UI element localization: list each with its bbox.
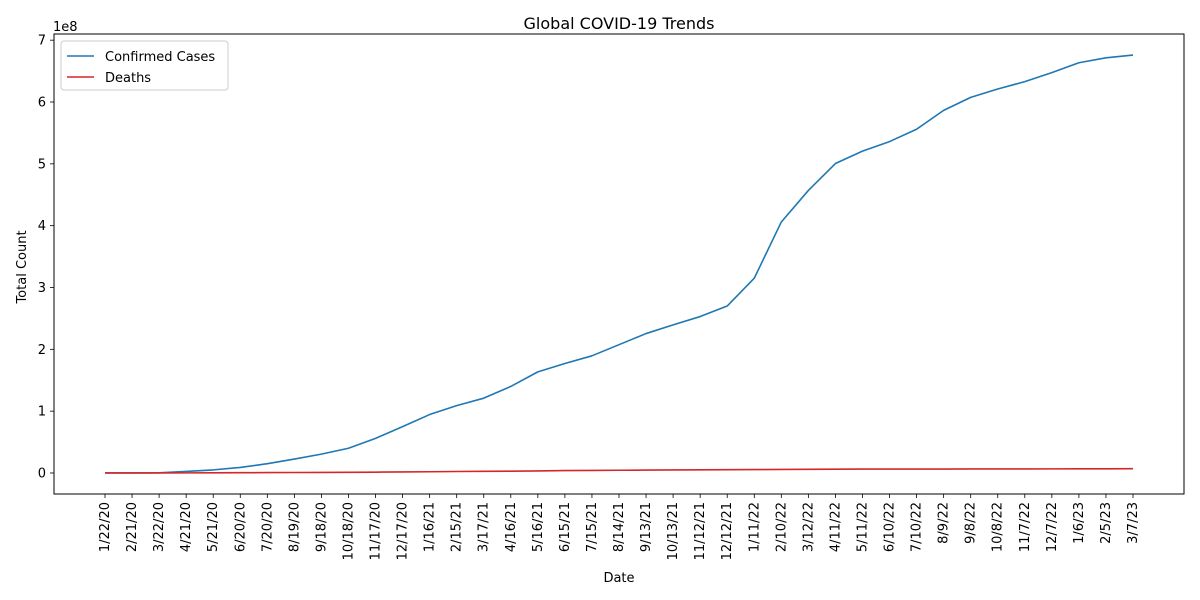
x-tick-label: 2/10/22 <box>774 502 789 552</box>
x-tick-label: 7/10/22 <box>910 502 925 552</box>
x-tick-label: 11/7/22 <box>1018 502 1033 552</box>
x-tick-label: 1/11/22 <box>747 502 762 552</box>
x-tick-label: 12/17/20 <box>396 502 411 560</box>
x-tick-label: 1/6/23 <box>1072 502 1087 544</box>
x-tick-label: 2/5/23 <box>1099 502 1114 544</box>
x-tick-label: 4/11/22 <box>828 502 843 552</box>
x-tick-label: 5/21/20 <box>206 502 221 552</box>
x-tick-label: 10/13/21 <box>666 502 681 560</box>
x-tick-label: 3/22/20 <box>152 502 167 552</box>
x-tick-label: 8/14/21 <box>612 502 627 552</box>
y-tick-label: 0 <box>38 466 46 481</box>
x-tick-label: 8/9/22 <box>937 502 952 544</box>
x-tick-label: 7/15/21 <box>585 502 600 552</box>
plot-lines <box>104 54 1134 474</box>
y-tick-label: 2 <box>38 343 46 358</box>
x-tick-label: 12/7/22 <box>1045 502 1060 552</box>
legend-label-confirmed-cases: Confirmed Cases <box>105 50 215 65</box>
x-tick-label: 5/11/22 <box>855 502 870 552</box>
y-tick-label: 6 <box>38 96 46 111</box>
x-tick-label: 6/10/22 <box>883 502 898 552</box>
x-tick-label: 3/17/21 <box>477 502 492 552</box>
x-tick-label: 9/13/21 <box>639 502 654 552</box>
y-tick-label: 5 <box>38 157 46 172</box>
x-tick-label: 11/17/20 <box>369 502 384 560</box>
x-tick-label: 10/8/22 <box>991 502 1006 552</box>
y-tick-label: 4 <box>38 219 46 234</box>
plot-frame <box>53 33 1185 495</box>
x-tick-label: 6/15/21 <box>558 502 573 552</box>
x-tick-label: 11/12/21 <box>693 502 708 560</box>
x-tick-label: 1/22/20 <box>98 502 113 552</box>
confirmed-cases-line <box>104 54 1134 474</box>
x-tick-label: 3/12/22 <box>801 502 816 552</box>
x-axis-label: Date <box>603 571 634 586</box>
x-tick-label: 7/20/20 <box>260 502 275 552</box>
y-axis-ticks: 0 1 2 3 4 5 6 7 <box>38 34 54 481</box>
chart-title: Global COVID-19 Trends <box>524 14 715 33</box>
y-axis-scale-label: 1e8 <box>53 20 78 35</box>
y-tick-label: 7 <box>38 34 46 49</box>
x-tick-label: 6/20/20 <box>233 502 248 552</box>
x-axis-ticks: 1/22/20 2/21/20 3/22/20 4/21/20 5/21/20 6/20/… <box>98 494 1141 560</box>
x-tick-label: 12/12/21 <box>720 502 735 560</box>
y-tick-label: 1 <box>38 405 46 420</box>
x-tick-label: 9/18/20 <box>314 502 329 552</box>
x-tick-label: 2/21/20 <box>125 502 140 552</box>
x-tick-label: 4/21/20 <box>179 502 194 552</box>
x-tick-label: 4/16/21 <box>504 502 519 552</box>
x-tick-label: 2/15/21 <box>450 502 465 552</box>
x-tick-label: 5/16/21 <box>531 502 546 552</box>
x-tick-label: 9/8/22 <box>964 502 979 544</box>
y-axis-label: Total Count <box>15 230 30 304</box>
legend: Confirmed Cases Deaths <box>60 40 229 91</box>
legend-label-deaths: Deaths <box>105 71 151 86</box>
x-tick-label: 3/7/23 <box>1126 502 1141 544</box>
legend-box <box>60 40 229 91</box>
x-tick-label: 10/18/20 <box>341 502 356 560</box>
x-tick-label: 8/19/20 <box>287 502 302 552</box>
deaths-line <box>105 467 1134 474</box>
x-tick-label: 1/16/21 <box>423 502 438 552</box>
y-tick-label: 3 <box>38 281 46 296</box>
